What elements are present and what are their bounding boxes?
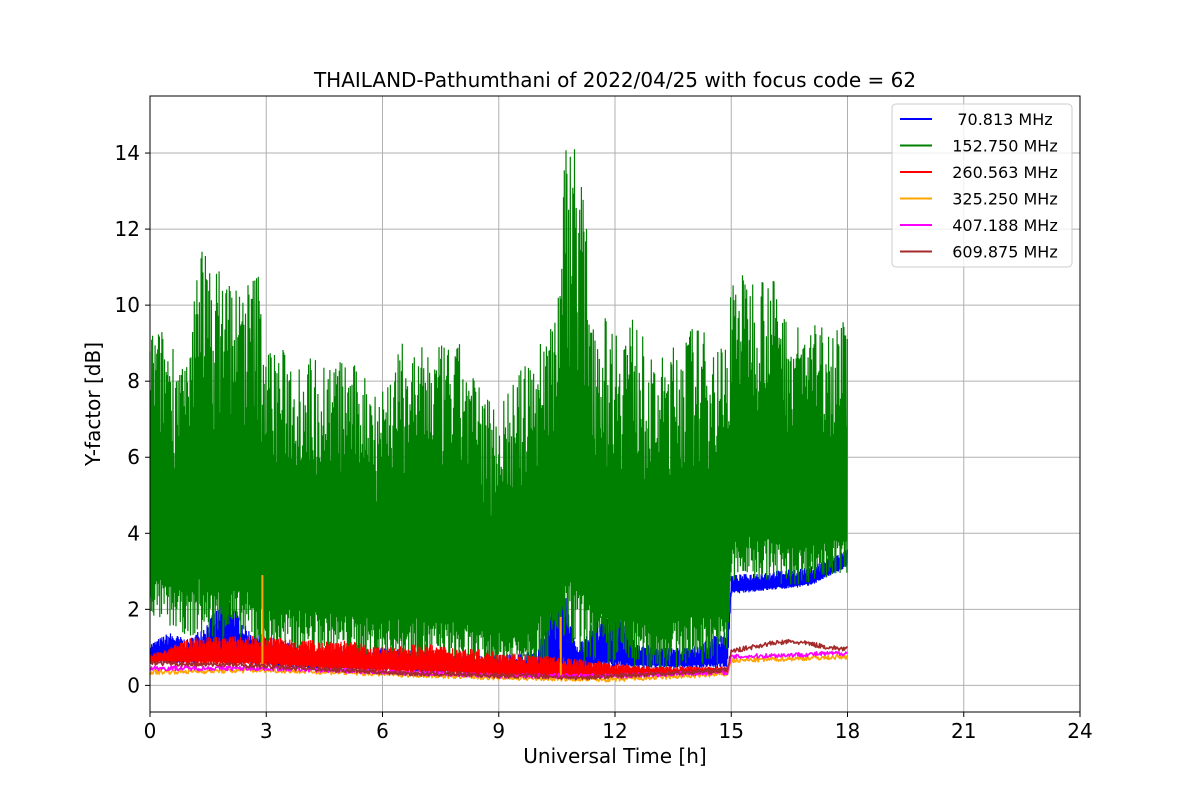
y-tick-label: 4 <box>127 521 140 545</box>
y-tick-label: 14 <box>115 141 140 165</box>
legend-label-325-250-mhz: 325.250 MHz <box>952 190 1057 209</box>
x-tick-label: 12 <box>602 719 627 743</box>
series-line-152-750-mhz <box>149 149 848 674</box>
legend-box <box>891 103 1073 268</box>
legend-label-260-563-mhz: 260.563 MHz <box>952 163 1057 182</box>
x-tick-label: 15 <box>719 719 744 743</box>
x-tick-label: 21 <box>951 719 976 743</box>
x-tick-label: 0 <box>144 719 157 743</box>
y-tick-label: 10 <box>115 293 140 317</box>
x-tick-label: 3 <box>260 719 273 743</box>
y-axis-title: Y-factor [dB] <box>81 342 105 467</box>
legend-label-407-188-mhz: 407.188 MHz <box>952 216 1057 235</box>
legend-label-70-813-mhz: 70.813 MHz <box>957 110 1052 129</box>
y-tick-label: 12 <box>115 217 140 241</box>
series-line-325-250-mhz <box>149 654 848 683</box>
legend-label-152-750-mhz: 152.750 MHz <box>952 137 1057 156</box>
x-tick-label: 24 <box>1067 719 1092 743</box>
legend-label-609-875-mhz: 609.875 MHz <box>952 243 1057 262</box>
y-tick-label: 2 <box>127 597 140 621</box>
y-tick-label: 8 <box>127 369 140 393</box>
series-layer <box>149 149 849 683</box>
x-tick-label: 18 <box>835 719 860 743</box>
y-tick-label: 6 <box>127 445 140 469</box>
x-axis-title: Universal Time [h] <box>523 744 706 768</box>
legend: 70.813 MHz 152.750 MHz 260.563 MHz 325.250 … <box>891 103 1073 268</box>
series-line-609-875-mhz <box>149 639 849 681</box>
x-tick-label: 6 <box>376 719 389 743</box>
y-tick-label: 0 <box>127 673 140 697</box>
x-tick-label: 9 <box>492 719 505 743</box>
chart-title: THAILAND-Pathumthani of 2022/04/25 with … <box>313 68 916 92</box>
